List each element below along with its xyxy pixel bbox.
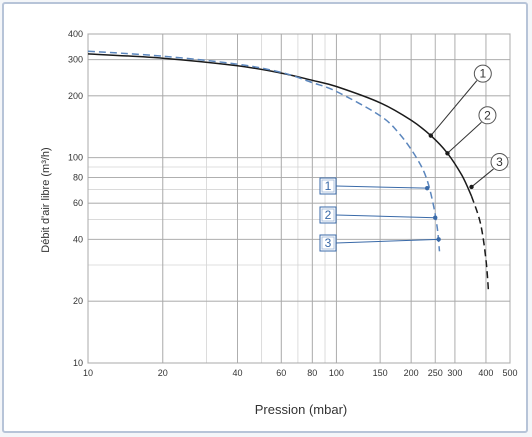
y-tick-label: 100 xyxy=(68,153,83,163)
x-tick-label: 400 xyxy=(478,368,493,378)
callout-box-inner xyxy=(321,179,335,193)
plot-border xyxy=(87,33,511,364)
y-tick-label: 10 xyxy=(73,358,83,368)
callout-leader xyxy=(335,214,436,219)
y-tick-label: 400 xyxy=(68,29,83,39)
y-tick-label: 300 xyxy=(68,55,83,65)
callout-label: 2 xyxy=(325,208,332,222)
callout-box xyxy=(319,234,337,252)
callout-leader xyxy=(430,80,478,136)
x-tick-label: 40 xyxy=(233,368,243,378)
callout-point xyxy=(428,133,434,138)
callout-label: 1 xyxy=(325,179,332,193)
callout-point xyxy=(433,215,438,220)
series-curve-3 xyxy=(87,50,441,252)
x-axis-title: Pression (mbar) xyxy=(255,402,347,417)
tick-labels: 10 20 40 60 80 100 150 200 250 300 400 500 10 20 40 60 8… xyxy=(68,29,518,378)
y-tick-label: 80 xyxy=(73,173,83,183)
x-tick-label: 80 xyxy=(307,368,317,378)
grid xyxy=(87,33,511,364)
y-tick-label: 200 xyxy=(68,91,83,101)
y-tick-label: 60 xyxy=(73,198,83,208)
callout-box xyxy=(319,177,337,195)
callout-label: 3 xyxy=(325,236,332,250)
callout-box-inner xyxy=(321,236,335,250)
y-axis-title: Débit d'air libre (m³/h) xyxy=(40,147,52,252)
callout-point xyxy=(436,237,441,242)
callout-leader xyxy=(335,185,428,189)
x-tick-label: 10 xyxy=(83,368,93,378)
callout-circle xyxy=(490,152,509,171)
callout-circle xyxy=(473,64,492,83)
callout-label: 1 xyxy=(479,67,486,81)
x-tick-label: 60 xyxy=(276,368,286,378)
callout-circle xyxy=(478,106,497,125)
y-tick-label: 20 xyxy=(73,296,83,306)
x-tick-label: 300 xyxy=(447,368,462,378)
x-tick-label: 250 xyxy=(428,368,443,378)
x-tick-label: 20 xyxy=(158,368,168,378)
y-tick-label: 40 xyxy=(73,234,83,244)
callout-box xyxy=(319,206,337,224)
callout-label: 3 xyxy=(496,155,503,169)
callout-label: 2 xyxy=(484,108,491,122)
callout-leader xyxy=(447,121,482,154)
x-tick-label: 500 xyxy=(502,368,517,378)
series-curve-2 xyxy=(470,195,490,293)
callout-point xyxy=(445,151,450,156)
x-tick-label: 100 xyxy=(329,368,344,378)
callout-leader xyxy=(471,168,494,188)
x-tick-label: 200 xyxy=(404,368,419,378)
callout-point xyxy=(469,184,474,190)
curves xyxy=(87,50,490,293)
callout-leader xyxy=(335,238,439,244)
callout-point xyxy=(424,185,430,191)
series-curve-1 xyxy=(87,53,473,197)
callout-box-inner xyxy=(321,208,335,222)
chart-frame xyxy=(2,2,528,433)
x-tick-label: 150 xyxy=(373,368,388,378)
annotations: 1 2 3 1 2 3 xyxy=(319,64,509,252)
